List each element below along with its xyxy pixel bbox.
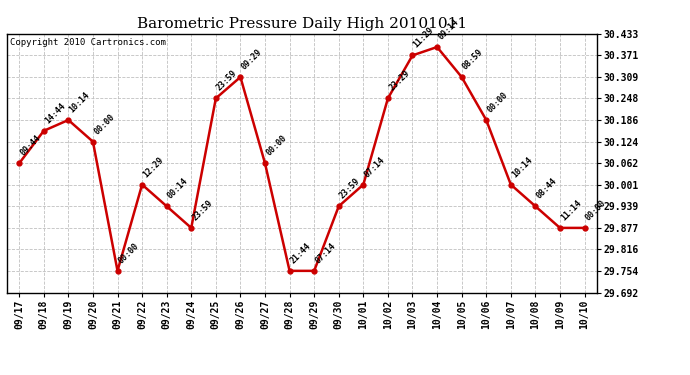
Text: 08:44: 08:44 (535, 177, 559, 201)
Text: 11:29: 11:29 (412, 26, 435, 50)
Text: Copyright 2010 Cartronics.com: Copyright 2010 Cartronics.com (10, 38, 166, 46)
Text: 14:44: 14:44 (43, 101, 67, 125)
Text: 10:14: 10:14 (510, 155, 534, 179)
Text: 00:00: 00:00 (92, 112, 116, 136)
Text: 09:29: 09:29 (239, 48, 264, 72)
Text: 08:59: 08:59 (461, 48, 485, 72)
Text: 07:14: 07:14 (313, 241, 337, 265)
Text: 12:29: 12:29 (141, 155, 166, 179)
Text: 00:14: 00:14 (166, 177, 190, 201)
Text: 10:14: 10:14 (68, 90, 92, 114)
Text: 09:14: 09:14 (436, 17, 460, 42)
Text: 00:00: 00:00 (264, 134, 288, 158)
Text: 00:00: 00:00 (584, 198, 608, 222)
Text: 23:59: 23:59 (215, 69, 239, 93)
Text: 21:44: 21:44 (289, 241, 313, 265)
Text: 23:59: 23:59 (190, 198, 215, 222)
Text: 23:59: 23:59 (338, 177, 362, 201)
Text: 07:14: 07:14 (362, 155, 386, 179)
Text: 09:44: 09:44 (19, 134, 42, 158)
Text: 11:14: 11:14 (559, 198, 583, 222)
Title: Barometric Pressure Daily High 20101011: Barometric Pressure Daily High 20101011 (137, 17, 467, 31)
Text: 00:00: 00:00 (486, 90, 509, 114)
Text: 23:29: 23:29 (387, 69, 411, 93)
Text: 00:00: 00:00 (117, 241, 141, 265)
